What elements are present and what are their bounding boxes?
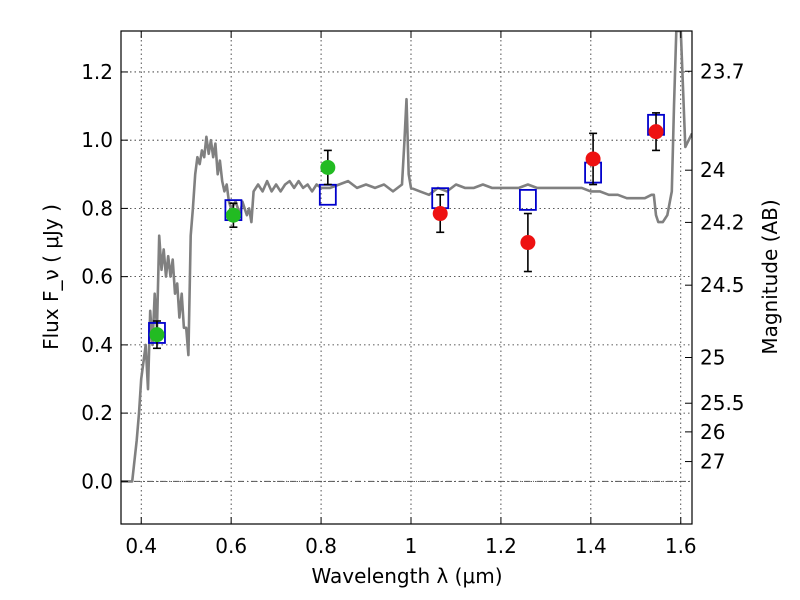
- observed-flux-point: [432, 206, 448, 222]
- model-spectrum-line: [121, 31, 692, 483]
- y2-tick-label: 25.5: [700, 391, 745, 415]
- observed-flux-point: [225, 207, 241, 223]
- tick-layer: 0.4 0.6 0.8 1 1.2 1.4 1.6 0.0 0.2 0.4 0.6 0.8 1.0 1.2…: [81, 31, 745, 558]
- y2-tick-label: 26: [700, 420, 725, 444]
- x-tick-label: 1.4: [575, 534, 607, 558]
- observed-flux-point: [585, 151, 601, 167]
- y-tick-label: 1.0: [81, 128, 113, 152]
- photometry-marker-layer: [148, 112, 665, 350]
- right-y-axis-label: Magnitude (AB): [758, 199, 782, 354]
- x-axis-label: Wavelength λ (μm): [311, 564, 502, 588]
- y2-tick-label: 27: [700, 450, 725, 474]
- plot-frame: [120, 30, 693, 525]
- y-tick-label: 1.2: [81, 60, 113, 84]
- observed-flux-point: [520, 235, 536, 251]
- x-tick-label: 0.6: [215, 534, 247, 558]
- y2-tick-label: 24: [700, 158, 725, 182]
- x-tick-label: 0.8: [305, 534, 337, 558]
- observed-flux-point: [320, 159, 336, 175]
- y-tick-label: 0.4: [81, 333, 113, 357]
- y-tick-label: 0.0: [81, 469, 113, 493]
- model-spectrum-layer: [121, 31, 692, 483]
- y-tick-label: 0.2: [81, 401, 113, 425]
- y2-tick-label: 24.5: [700, 273, 745, 297]
- observed-flux-point: [149, 327, 165, 343]
- observed-flux-point: [648, 124, 664, 140]
- x-tick-label: 0.4: [125, 534, 157, 558]
- y2-tick-label: 25: [700, 346, 725, 370]
- y-tick-label: 0.6: [81, 265, 113, 289]
- model-flux-square: [518, 188, 537, 211]
- x-tick-label: 1: [405, 534, 418, 558]
- grid-layer: [121, 31, 692, 524]
- x-tick-label: 1.6: [665, 534, 697, 558]
- y-axis-label: Flux F_ν ( μJy ): [39, 204, 63, 350]
- x-tick-label: 1.2: [485, 534, 517, 558]
- y2-tick-label: 24.2: [700, 210, 745, 234]
- y-tick-label: 0.8: [81, 196, 113, 220]
- y2-tick-label: 23.7: [700, 59, 745, 83]
